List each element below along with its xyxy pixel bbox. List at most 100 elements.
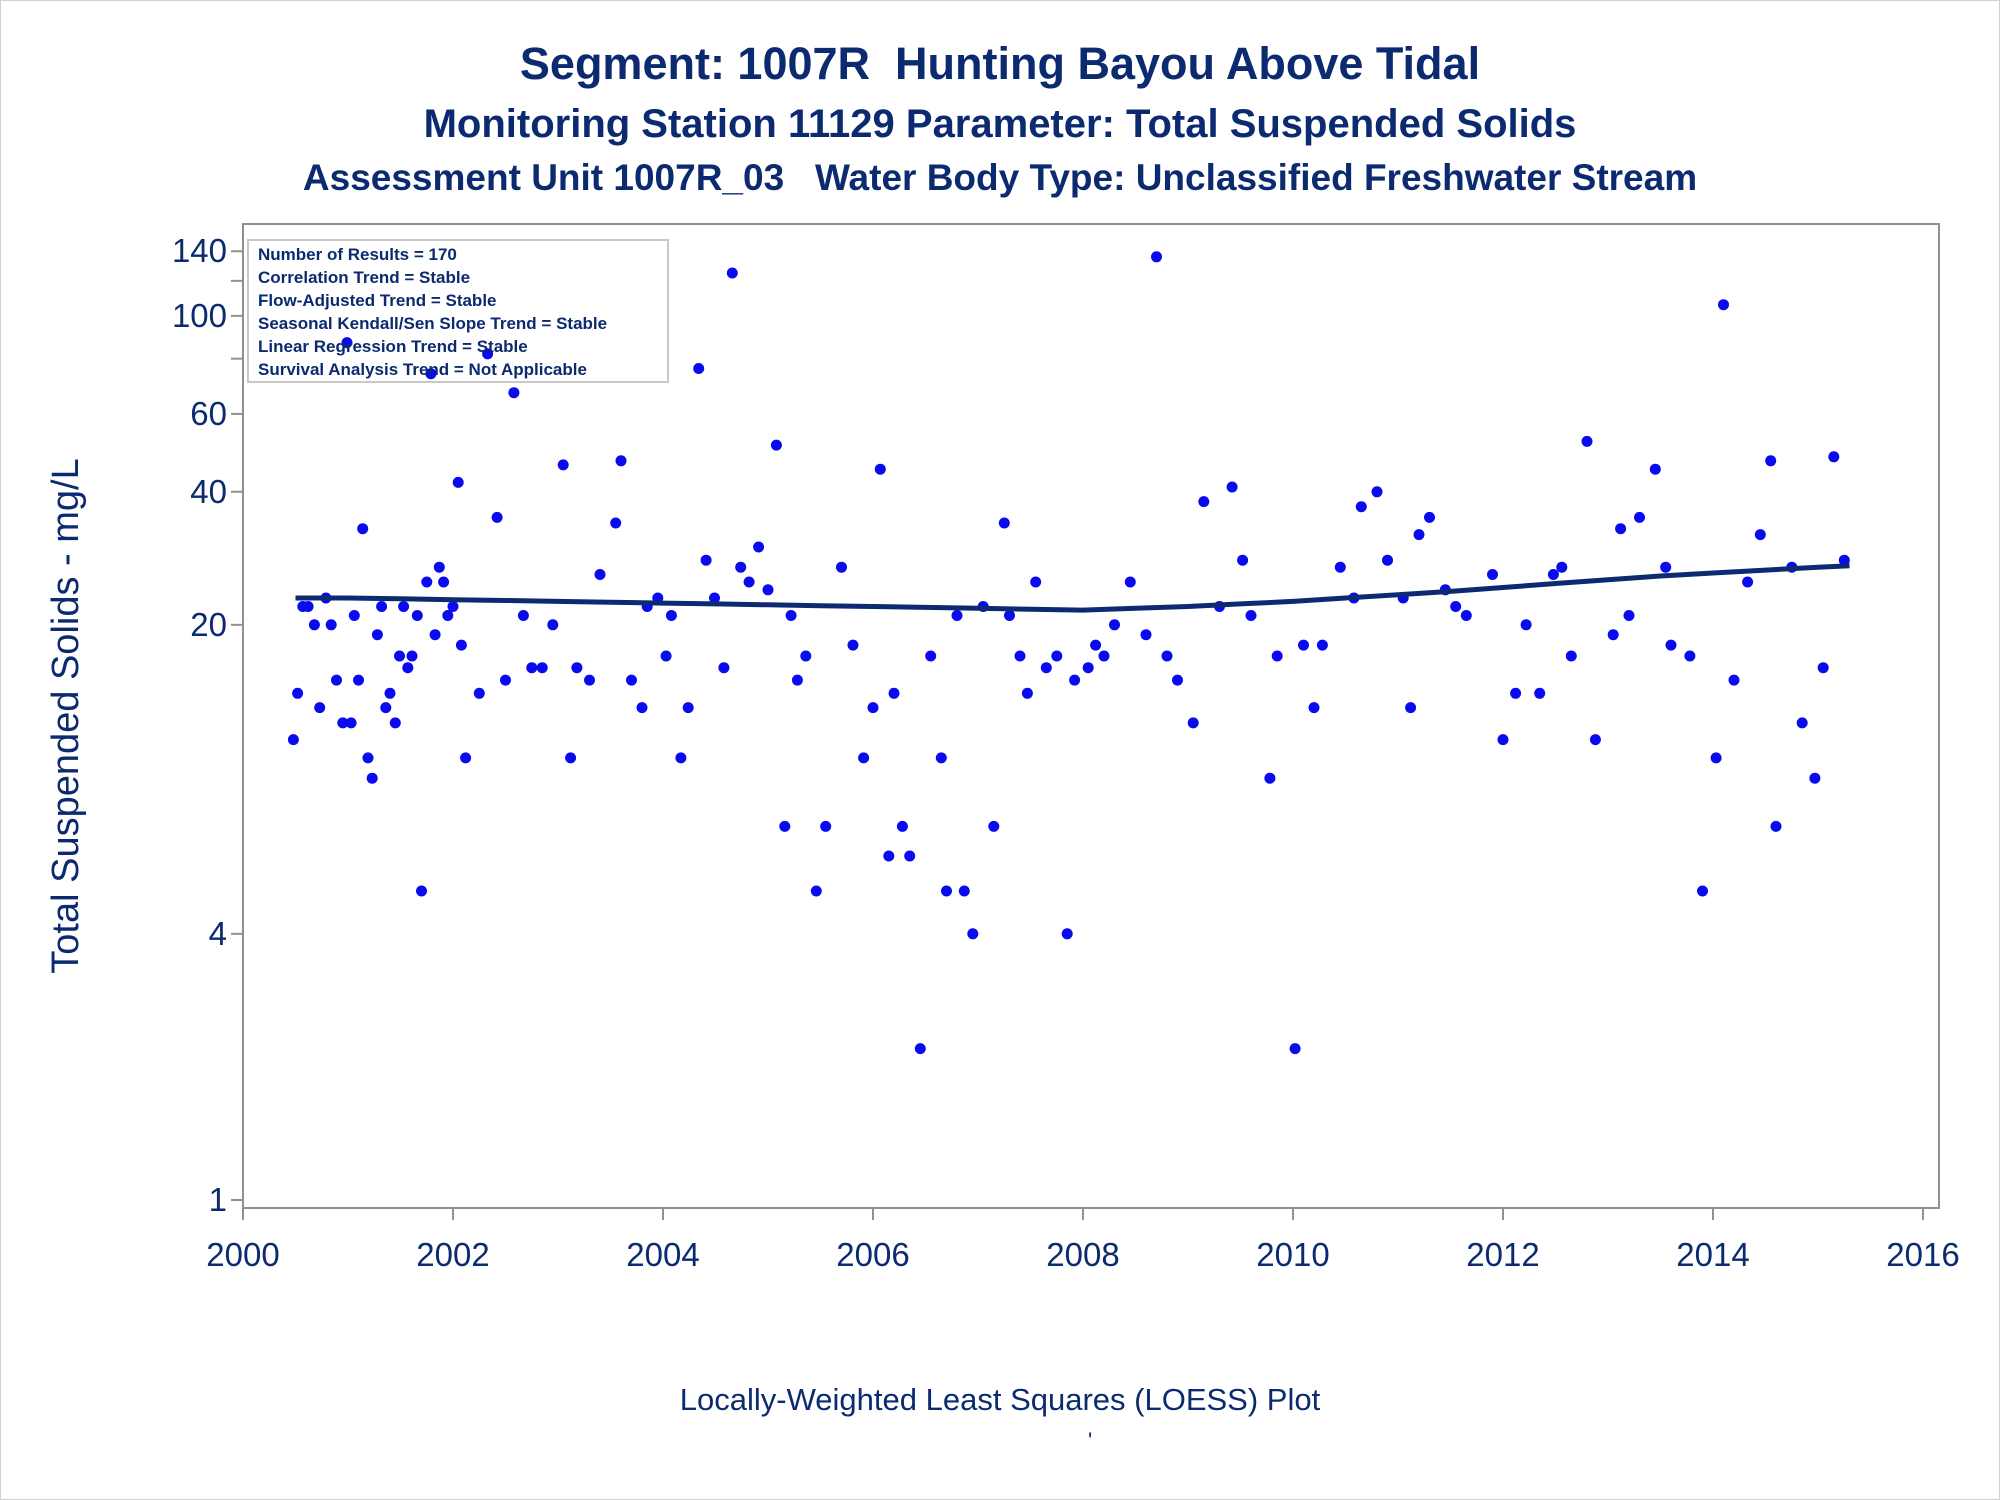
data-point: [1289, 1043, 1301, 1055]
data-point: [1109, 619, 1120, 631]
data-point: [362, 752, 374, 764]
data-point: [406, 650, 418, 662]
data-point: [709, 592, 720, 604]
y-tick-label: 60: [190, 395, 227, 432]
data-point: [1355, 501, 1367, 513]
data-point: [1742, 576, 1754, 588]
data-point: [438, 576, 450, 588]
data-point: [1520, 619, 1532, 631]
x-tick-label: 2010: [1256, 1236, 1329, 1273]
data-point: [1098, 650, 1110, 662]
data-point: [810, 885, 822, 897]
data-point: [883, 850, 895, 862]
data-point: [1334, 561, 1346, 573]
data-point: [958, 885, 970, 897]
inset-line-results: Number of Results = 170: [258, 245, 457, 264]
data-point: [1069, 674, 1081, 686]
data-point: [735, 561, 747, 573]
data-point: [594, 569, 606, 580]
data-point: [1051, 650, 1063, 662]
data-point: [682, 702, 694, 714]
data-point: [1838, 554, 1850, 566]
data-point: [896, 820, 908, 832]
data-point: [1424, 511, 1435, 523]
data-point: [292, 687, 304, 699]
data-point: [398, 601, 410, 612]
data-point: [1710, 752, 1722, 764]
x-tick-label: 2008: [1046, 1236, 1119, 1273]
data-point: [1172, 674, 1183, 686]
data-point: [726, 267, 738, 279]
data-point: [988, 820, 1000, 832]
trend-summary-border: [247, 239, 669, 383]
x-tick-label: 2006: [836, 1236, 909, 1273]
data-point: [1151, 251, 1162, 263]
y-tick-label: 100: [172, 297, 227, 334]
data-point: [1271, 650, 1283, 662]
data-point: [1460, 610, 1472, 621]
data-point: [615, 455, 627, 467]
y-axis-label: Total Suspended Solids - mg/L: [45, 458, 87, 973]
chart-subtitle-2: Assessment Unit 1007R_03 Water Body Type…: [302, 157, 1698, 198]
data-point: [1413, 529, 1425, 541]
data-point: [925, 650, 937, 662]
data-point: [1581, 435, 1593, 447]
x-tick-label: 2012: [1466, 1236, 1539, 1273]
loess-trend-line: [295, 563, 1850, 613]
x-tick-label: 2002: [416, 1236, 489, 1273]
data-point: [1237, 554, 1249, 566]
data-point: [779, 820, 791, 832]
data-point: [743, 576, 755, 588]
data-point: [389, 717, 401, 729]
data-point: [452, 476, 464, 488]
data-point: [820, 820, 832, 832]
data-point: [610, 517, 622, 529]
data-point: [847, 639, 859, 651]
inset-line-flow-adjusted: Flow-Adjusted Trend = Stable: [258, 291, 497, 310]
data-point: [762, 584, 774, 596]
data-point: [1497, 734, 1509, 746]
x-tick-label: 2004: [626, 1236, 699, 1273]
data-point: [1556, 561, 1568, 573]
data-point: [1565, 650, 1577, 662]
data-point: [753, 541, 765, 553]
data-point: [1607, 629, 1619, 641]
data-point: [874, 463, 886, 475]
data-point: [337, 717, 349, 729]
data-point: [536, 662, 548, 674]
data-point: [1534, 687, 1546, 699]
data-point: [1316, 639, 1328, 651]
data-point: [1030, 576, 1042, 588]
data-point: [693, 363, 705, 374]
data-point: [1510, 687, 1522, 699]
data-point: [394, 650, 405, 662]
y-tick-label: 1: [209, 1181, 227, 1218]
x-axis: 2000 2002 2004 2006 2008 2010 2012 2014 2016: [206, 1208, 1960, 1273]
data-point: [325, 619, 337, 631]
data-point: [547, 619, 559, 631]
data-point: [425, 368, 437, 380]
data-point: [675, 752, 687, 764]
footnote-mark: ': [1088, 1428, 1093, 1453]
chart-footnote: Locally-Weighted Least Squares (LOESS) P…: [679, 1382, 1321, 1417]
data-point: [1450, 601, 1462, 612]
data-point: [526, 662, 538, 674]
data-point: [1796, 717, 1808, 729]
data-point: [951, 610, 963, 621]
trend-summary-box: Number of Results = 170 Correlation Tren…: [247, 239, 669, 383]
data-point: [500, 674, 511, 686]
data-point: [447, 601, 459, 612]
data-point: [1828, 451, 1840, 463]
data-point: [557, 459, 569, 471]
data-point: [858, 752, 870, 764]
plot-area: [242, 223, 1940, 1209]
data-point: [411, 610, 423, 621]
data-point: [1405, 702, 1417, 714]
x-tick-label: 2000: [206, 1236, 279, 1273]
data-point: [998, 517, 1010, 529]
data-point: [371, 629, 383, 641]
data-point: [941, 885, 952, 897]
data-point: [718, 662, 730, 674]
data-point: [1140, 629, 1152, 641]
